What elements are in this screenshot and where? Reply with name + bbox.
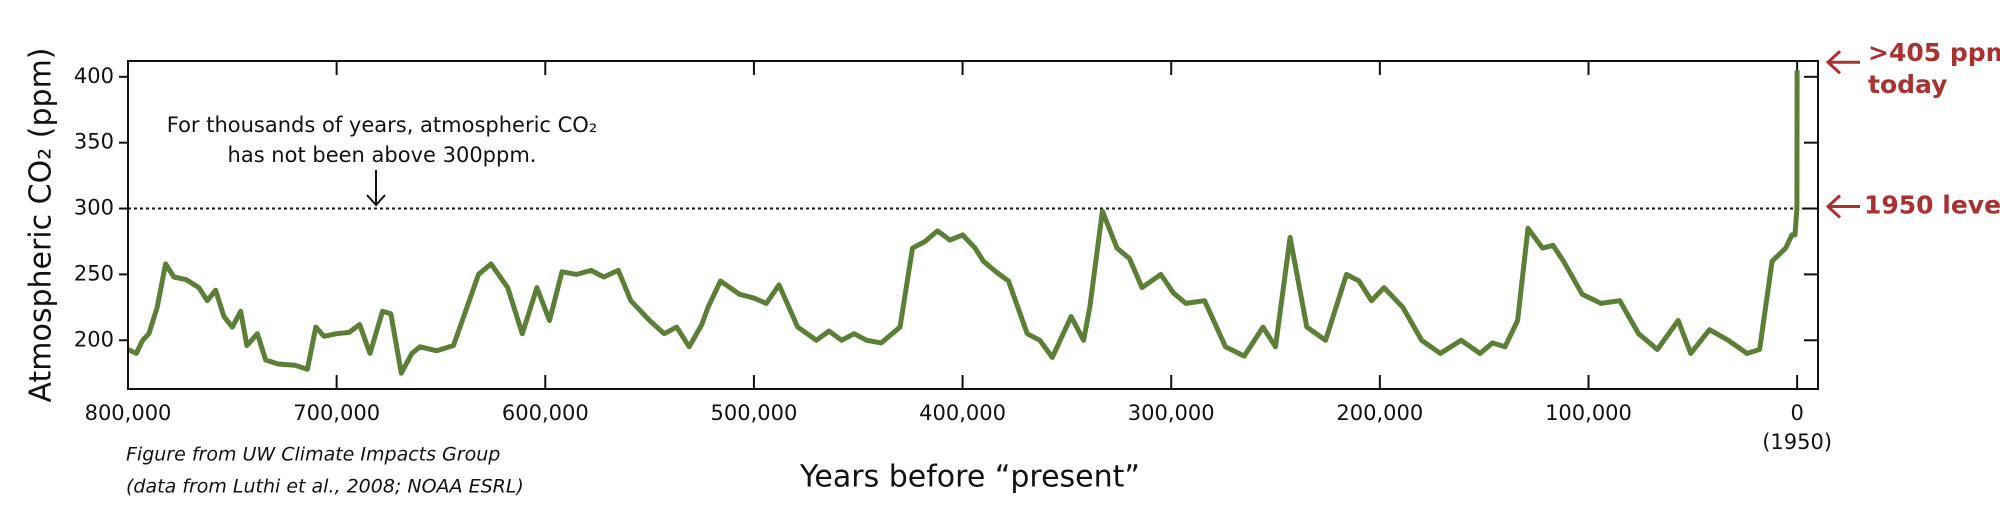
level-label: 1950 level xyxy=(1864,191,2000,220)
x-tick-label: 300,000 xyxy=(1128,401,1215,425)
annotation: has not been above 300ppm. xyxy=(228,143,537,167)
today-label: >405 ppm xyxy=(1868,38,2000,67)
co2-line xyxy=(126,70,1800,376)
x-tick-label: 200,000 xyxy=(1336,401,1423,425)
y-axis-label: Atmospheric CO₂ (ppm) xyxy=(24,47,59,402)
x-tick-note: (1950) xyxy=(1762,430,1832,454)
today-label: today xyxy=(1868,70,1947,99)
y-tick-label: 350 xyxy=(74,130,114,154)
caption: Figure from UW Climate Impacts Group xyxy=(126,444,500,466)
annotation-arrow xyxy=(366,170,386,207)
x-axis-label: Years before “present” xyxy=(799,460,1140,495)
annotation: For thousands of years, atmospheric CO₂ xyxy=(167,113,598,137)
x-tick-label: 0 xyxy=(1790,401,1803,425)
y-tick-label: 400 xyxy=(74,64,114,88)
x-tick-label: 500,000 xyxy=(711,401,798,425)
plot-frame xyxy=(127,60,1819,390)
y-tick-label: 200 xyxy=(74,327,114,351)
today-arrow xyxy=(1825,50,1842,75)
x-tick-label: 800,000 xyxy=(85,401,172,425)
level-arrow xyxy=(1825,194,1842,219)
x-tick-label: 400,000 xyxy=(919,401,1006,425)
caption: (data from Luthi et al., 2008; NOAA ESRL… xyxy=(126,476,524,498)
y-tick-label: 250 xyxy=(74,261,114,285)
x-tick-label: 700,000 xyxy=(293,401,380,425)
y-tick-label: 300 xyxy=(74,196,114,220)
x-tick-label: 600,000 xyxy=(502,401,589,425)
x-tick-label: 100,000 xyxy=(1545,401,1632,425)
